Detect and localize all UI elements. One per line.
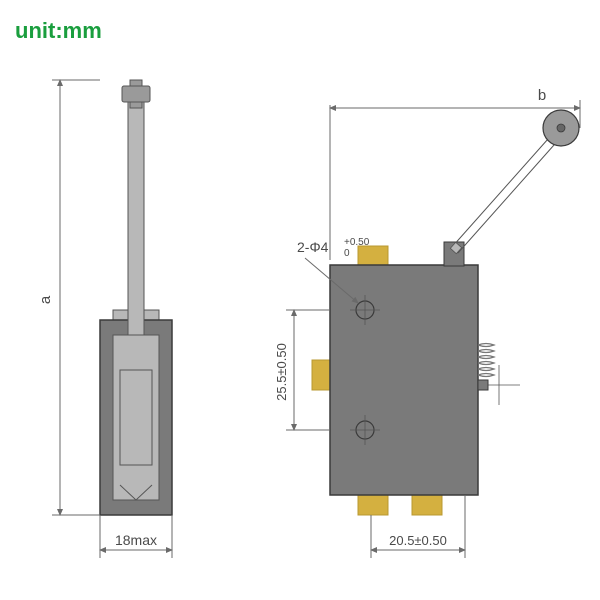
dim-height-text: 25.5±0.50 [274,343,289,401]
drawing-canvas: a 18max [0,0,600,600]
left-view: a 18max [37,80,172,558]
dim-b-text: b [538,87,546,104]
terminal-bottom-1 [358,495,388,515]
right-view: b 2-Φ4 +0.50 0 25.5±0.50 20.5±0.50 [274,87,580,558]
left-roller [122,86,150,102]
dim-tol-lower: 0 [344,248,350,259]
dim-tol-upper: +0.50 [344,237,370,248]
unit-label: unit:mm [15,18,102,44]
right-body [330,265,478,495]
dim-hole-text: 2-Φ4 [297,239,329,255]
terminal-top [358,246,388,266]
dim-width-text: 18max [115,532,157,548]
dim-bottom-text: 20.5±0.50 [389,533,447,548]
left-lever [128,100,144,335]
dim-a-text: a [37,295,54,304]
terminal-bottom-2 [412,495,442,515]
roller-wheel [543,110,579,146]
spring [478,344,494,377]
terminal-side [312,360,332,390]
lever-arm [450,130,562,254]
